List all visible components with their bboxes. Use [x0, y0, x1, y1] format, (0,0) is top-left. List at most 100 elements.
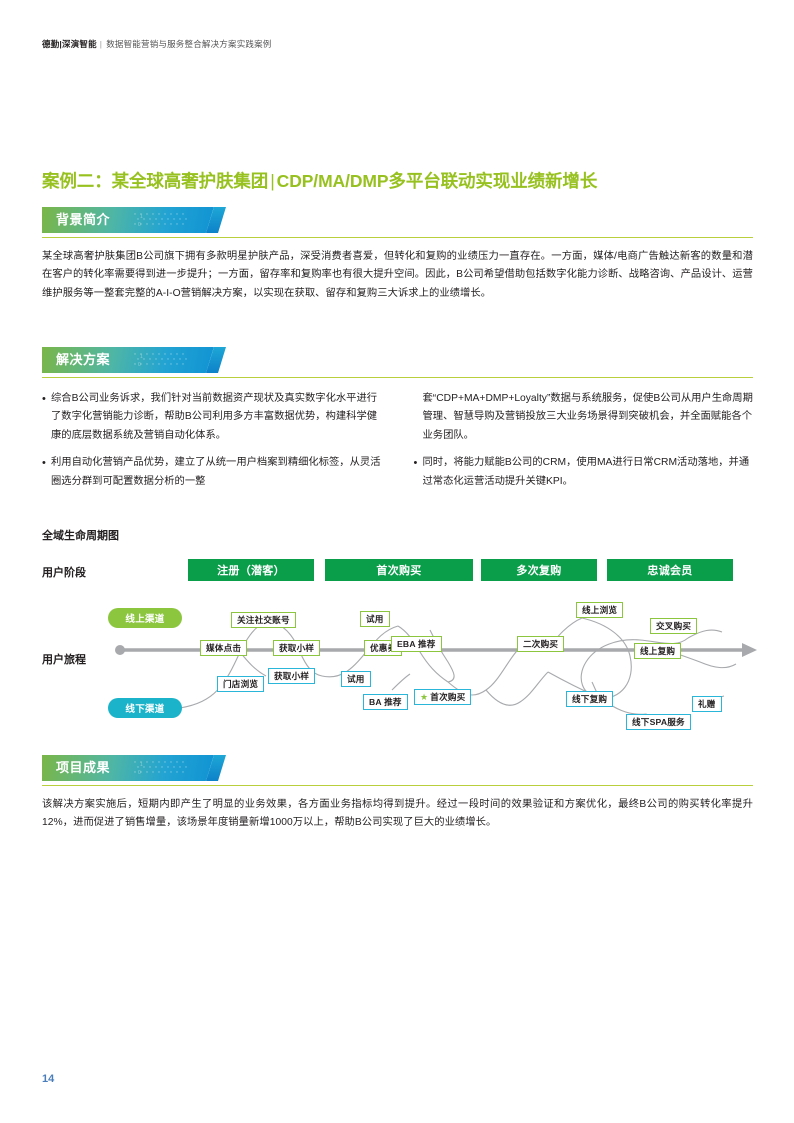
stage-4: 忠诚会员 [607, 559, 733, 581]
section-solution: 1 0 解决方案 • 综合B公司业务诉求，我们针对当前数据资产现状及真实数字化水… [42, 347, 753, 500]
case-title-prefix: 案例二：某全球高奢护肤集团 [42, 171, 269, 191]
banner-dots-decoration: 1 0 [134, 353, 187, 368]
journey-row-label: 用户旅程 [42, 654, 86, 666]
section-results: 1 0 项目成果 该解决方案实施后，短期内即产生了明显的业务效果，各方面业务指标… [42, 755, 753, 833]
touchpoint-label: 线上浏览 [582, 605, 618, 615]
touchpoint-label: 首次购买 [430, 692, 466, 702]
touchpoint-label: 门店浏览 [223, 679, 259, 689]
svg-text:0: 0 [138, 222, 141, 228]
stage-label: 忠诚会员 [647, 565, 693, 577]
touchpoint-tag: 礼赠 [692, 696, 722, 712]
header-subtitle: 数据智能营销与服务整合解决方案实践案例 [106, 39, 272, 49]
touchpoint-label: 媒体点击 [206, 643, 242, 653]
touchpoint-tag: 获取小样 [273, 640, 321, 656]
solution-left-column: • 综合B公司业务诉求，我们针对当前数据资产现状及真实数字化水平进行了数字化营销… [42, 390, 382, 500]
touchpoint-tag: 线下复购 [566, 691, 614, 707]
touchpoint-label: 二次购买 [523, 639, 559, 649]
touchpoint-tag: ★ 首次购买 [414, 689, 472, 705]
touchpoint-tag: 试用 [360, 611, 390, 627]
touchpoint-tag: 试用 [341, 671, 371, 687]
touchpoint-label: 线下SPA服务 [632, 717, 685, 727]
background-rule [42, 237, 753, 238]
touchpoint-label: 交叉购买 [656, 621, 692, 631]
case-title-divider: | [270, 171, 275, 191]
touchpoint-tag: 线上浏览 [576, 602, 624, 618]
list-item-text: 综合B公司业务诉求，我们针对当前数据资产现状及真实数字化水平进行了数字化营销能力… [51, 393, 378, 441]
touchpoint-label: 礼赠 [698, 699, 716, 709]
list-item-text: 利用自动化营销产品优势，建立了从统一用户档案到精细化标签，从灵活圈选分群到可配置… [51, 457, 381, 487]
touchpoint-tag: 媒体点击 [200, 640, 248, 656]
background-paragraph: 某全球高奢护肤集团B公司旗下拥有多款明星护肤产品，深受消费者喜爱，但转化和复购的… [42, 251, 753, 299]
list-item: • 同时，将能力赋能B公司的CRM，使用MA进行日常CRM活动落地，并通过常态化… [414, 454, 754, 491]
stage-1: 注册（潜客） [188, 559, 314, 581]
touchpoint-tag: BA 推荐 [363, 694, 408, 710]
touchpoint-tag: 二次购买 [517, 636, 565, 652]
stage-3: 多次复购 [481, 559, 597, 581]
solution-right-continuation: 套“CDP+MA+DMP+Loyalty”数据与系统服务，促使B公司从用户生命周… [422, 393, 753, 441]
case-title-suffix: CDP/MA/DMP多平台联动实现业绩新增长 [276, 171, 598, 191]
svg-text:1: 1 [140, 354, 143, 360]
touchpoint-label: 优惠券 [370, 643, 397, 653]
touchpoint-tag: 线下SPA服务 [626, 714, 691, 730]
background-banner-label: 背景简介 [56, 212, 111, 227]
results-rule [42, 785, 753, 786]
journey-axis-arrow-icon [742, 643, 757, 657]
stage-row-label: 用户阶段 [42, 567, 86, 579]
header-separator: | [99, 39, 103, 49]
banner-gradient-shape: 1 0 [42, 207, 228, 233]
channel-pill-label: 线上渠道 [125, 614, 165, 625]
list-item: • 利用自动化营销产品优势，建立了从统一用户档案到精细化标签，从灵活圈选分群到可… [42, 454, 382, 491]
banner-gradient-shape: 1 0 [42, 347, 228, 373]
star-icon: ★ [420, 691, 429, 702]
bullet-dot-icon: • [413, 457, 418, 470]
case-title: 案例二：某全球高奢护肤集团 | CDP/MA/DMP多平台联动实现业绩新增长 [42, 168, 597, 193]
bullet-dot-icon: • [42, 457, 46, 470]
banner-dots-decoration: 1 0 [134, 213, 187, 228]
touchpoint-label: 关注社交账号 [237, 615, 290, 625]
solution-rule [42, 377, 753, 378]
svg-text:1: 1 [140, 762, 143, 768]
touchpoint-tag: EBA 推荐 [391, 636, 442, 652]
channel-pill-label: 线下渠道 [125, 704, 165, 715]
touchpoint-tag: 关注社交账号 [231, 612, 296, 628]
bullet-dot-icon: • [42, 393, 46, 405]
list-item: • 综合B公司业务诉求，我们针对当前数据资产现状及真实数字化水平进行了数字化营销… [42, 390, 382, 445]
touchpoint-label: EBA 推荐 [397, 639, 436, 649]
brand-name: 德勤|深演智能 [42, 39, 97, 49]
solution-banner-label: 解决方案 [56, 352, 111, 367]
touchpoint-label: 试用 [366, 614, 384, 624]
background-banner: 1 0 背景简介 [42, 207, 228, 233]
svg-text:0: 0 [138, 770, 141, 776]
touchpoint-label: 线上复购 [640, 646, 676, 656]
stage-label: 多次复购 [516, 565, 562, 577]
touchpoint-tag: 获取小样 [268, 668, 316, 684]
results-banner: 1 0 项目成果 [42, 755, 228, 781]
list-item-text: 同时，将能力赋能B公司的CRM，使用MA进行日常CRM活动落地，并通过常态化运营… [422, 457, 750, 487]
channel-pill-online: 线上渠道 [108, 608, 182, 628]
stage-label: 注册（潜客） [217, 565, 285, 577]
solution-right-column: 套“CDP+MA+DMP+Loyalty”数据与系统服务，促使B公司从用户生命周… [414, 390, 754, 500]
results-paragraph: 该解决方案实施后，短期内即产生了明显的业务效果，各方面业务指标均得到提升。经过一… [42, 799, 753, 829]
svg-text:0: 0 [138, 362, 141, 368]
banner-gradient-shape: 1 0 [42, 755, 228, 781]
touchpoint-tag: 交叉购买 [650, 618, 698, 634]
touchpoint-label: 试用 [347, 674, 365, 684]
running-header: 德勤|深演智能 | 数据智能营销与服务整合解决方案实践案例 [42, 38, 272, 50]
svg-text:1: 1 [140, 214, 143, 220]
touchpoint-label: 获取小样 [279, 643, 315, 653]
touchpoint-label: 线下复购 [572, 694, 608, 704]
results-banner-label: 项目成果 [56, 760, 111, 775]
banner-dots-decoration: 1 0 [134, 761, 187, 776]
solution-banner: 1 0 解决方案 [42, 347, 228, 373]
touchpoint-tag: 线上复购 [634, 643, 682, 659]
section-background: 1 0 背景简介 某全球高奢护肤集团B公司旗下拥有多款明星护肤产品，深受消费者喜… [42, 207, 753, 303]
stage-label: 首次购买 [376, 565, 422, 577]
page-number: 14 [42, 1073, 55, 1085]
lifecycle-diagram-title: 全域生命周期图 [42, 530, 119, 542]
channel-pill-offline: 线下渠道 [108, 698, 182, 718]
touchpoint-label: 获取小样 [274, 671, 310, 681]
touchpoint-label: BA 推荐 [369, 697, 402, 707]
touchpoint-tag: 门店浏览 [217, 676, 265, 692]
journey-axis-start-dot [115, 645, 125, 655]
stage-2: 首次购买 [325, 559, 473, 581]
